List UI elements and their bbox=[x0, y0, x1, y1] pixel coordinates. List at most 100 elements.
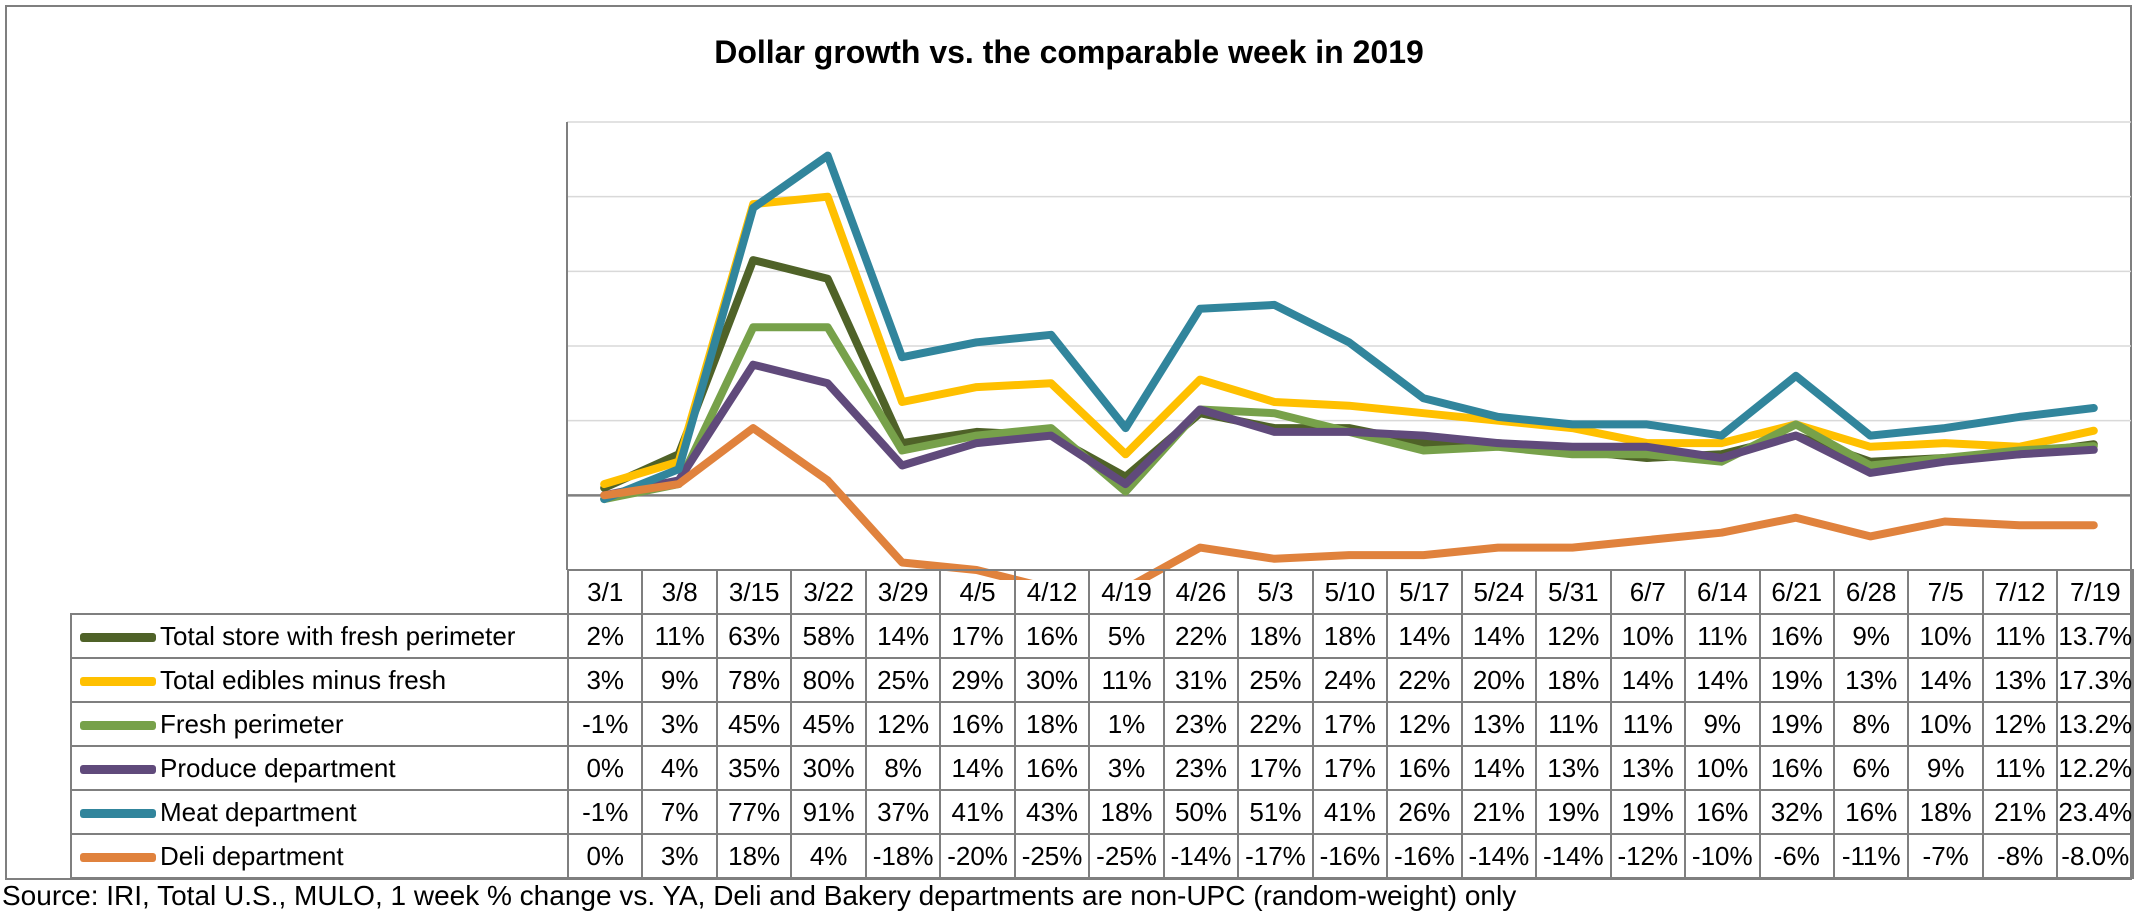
data-label: 18% bbox=[1535, 657, 1612, 703]
data-label: -17% bbox=[1237, 833, 1314, 879]
data-label: 29% bbox=[939, 657, 1016, 703]
data-label: 17.3% bbox=[2056, 657, 2135, 703]
data-label: 4% bbox=[790, 833, 867, 879]
data-label: 51% bbox=[1237, 789, 1314, 835]
series-name: Fresh perimeter bbox=[160, 708, 344, 739]
data-label: 16% bbox=[1832, 789, 1910, 835]
data-label: 20% bbox=[1460, 657, 1538, 703]
data-label: -14% bbox=[1162, 833, 1240, 879]
data-label: 19% bbox=[1535, 789, 1612, 835]
legend-swatch bbox=[80, 809, 156, 819]
table-row: Deli department 0% 3% 18% 4% -18% -20% -25% -25%… bbox=[70, 833, 2135, 879]
data-label: 14% bbox=[1609, 657, 1687, 703]
data-label: 14% bbox=[1386, 613, 1463, 659]
data-label: -1% bbox=[566, 789, 644, 835]
data-label: 43% bbox=[1013, 789, 1091, 835]
data-label: -8.0% bbox=[2056, 833, 2135, 879]
legend-entry: Total store with fresh perimeter bbox=[70, 613, 569, 659]
data-label: 12% bbox=[864, 701, 942, 747]
table-row: Meat department -1% 7% 77% 91% 37% 41% 43% 18% 50… bbox=[70, 789, 2135, 835]
data-label: 18% bbox=[715, 833, 793, 879]
data-label: 91% bbox=[790, 789, 867, 835]
data-label: 22% bbox=[1237, 701, 1314, 747]
x-tick-label: 3/8 bbox=[641, 569, 718, 615]
legend-swatch bbox=[80, 853, 156, 863]
data-label: 11% bbox=[1981, 745, 2059, 791]
data-label: 17% bbox=[1311, 745, 1389, 791]
data-label: 13% bbox=[1535, 745, 1612, 791]
data-label: -20% bbox=[939, 833, 1016, 879]
data-label: 11% bbox=[641, 613, 718, 659]
series-line-0 bbox=[600, 256, 2098, 492]
data-label: 26% bbox=[1386, 789, 1463, 835]
x-tick-label: 6/28 bbox=[1832, 569, 1910, 615]
legend-entry: Fresh perimeter bbox=[70, 701, 569, 747]
series-line-1 bbox=[600, 192, 2098, 489]
data-label: 2% bbox=[566, 613, 644, 659]
data-label: -18% bbox=[864, 833, 942, 879]
data-label: 13.7% bbox=[2056, 613, 2135, 659]
table-row: Fresh perimeter -1% 3% 45% 45% 12% 16% 18% 1% 23%… bbox=[70, 701, 2135, 747]
data-label: 3% bbox=[1088, 745, 1165, 791]
legend-swatch bbox=[80, 765, 156, 775]
series-lines bbox=[600, 151, 2098, 580]
data-label: 23.4% bbox=[2056, 789, 2135, 835]
data-label: 1% bbox=[1088, 701, 1165, 747]
data-label: 14% bbox=[864, 613, 942, 659]
data-label: 22% bbox=[1162, 613, 1240, 659]
data-label: 23% bbox=[1162, 701, 1240, 747]
data-label: 18% bbox=[1311, 613, 1389, 659]
data-label: 7% bbox=[641, 789, 718, 835]
data-label: -7% bbox=[1907, 833, 1984, 879]
table-header-row: 3/1 3/8 3/15 3/22 3/29 4/5 4/12 4/19 4/26 5/3 5/10… bbox=[71, 569, 2135, 615]
data-label: -12% bbox=[1609, 833, 1687, 879]
data-label: 80% bbox=[790, 657, 867, 703]
data-label: 16% bbox=[1758, 745, 1835, 791]
chart-title: Dollar growth vs. the comparable week in… bbox=[714, 34, 1424, 70]
data-label: 14% bbox=[1460, 745, 1538, 791]
data-label: -16% bbox=[1311, 833, 1389, 879]
data-label: -14% bbox=[1460, 833, 1538, 879]
data-label: 11% bbox=[1609, 701, 1687, 747]
x-tick-label: 4/26 bbox=[1162, 569, 1240, 615]
data-label: 13% bbox=[1832, 657, 1910, 703]
chart-frame bbox=[5, 5, 2132, 880]
series-name: Total store with fresh perimeter bbox=[160, 620, 516, 651]
data-label: 11% bbox=[1535, 701, 1612, 747]
x-tick-label: 5/3 bbox=[1237, 569, 1314, 615]
data-label: 78% bbox=[715, 657, 793, 703]
data-label: 63% bbox=[715, 613, 793, 659]
data-label: 9% bbox=[1684, 701, 1761, 747]
data-label: 23% bbox=[1162, 745, 1240, 791]
legend-entry: Deli department bbox=[70, 833, 569, 879]
data-label: -6% bbox=[1758, 833, 1835, 879]
data-label: 21% bbox=[1460, 789, 1538, 835]
legend-swatch bbox=[80, 721, 156, 731]
data-label: 9% bbox=[1907, 745, 1984, 791]
data-label: 14% bbox=[939, 745, 1016, 791]
data-label: -25% bbox=[1013, 833, 1091, 879]
data-label: 18% bbox=[1237, 613, 1314, 659]
data-label: 12% bbox=[1981, 701, 2059, 747]
x-tick-label: 3/1 bbox=[566, 569, 644, 615]
table-row: Total edibles minus fresh 3% 9% 78% 80% 25% 29… bbox=[70, 657, 2135, 703]
legend-swatch bbox=[80, 633, 156, 643]
x-tick-label: 4/12 bbox=[1013, 569, 1091, 615]
data-label: 9% bbox=[641, 657, 718, 703]
x-tick-label: 4/19 bbox=[1088, 569, 1165, 615]
data-label: 8% bbox=[864, 745, 942, 791]
table-row: Total store with fresh perimeter 2% 11% 63%… bbox=[70, 613, 2135, 659]
data-label: 41% bbox=[1311, 789, 1389, 835]
data-label: 3% bbox=[641, 833, 718, 879]
data-label: 37% bbox=[864, 789, 942, 835]
data-label: 16% bbox=[1684, 789, 1761, 835]
data-label: 16% bbox=[1013, 745, 1091, 791]
data-label: 11% bbox=[1088, 657, 1165, 703]
data-label: 19% bbox=[1758, 701, 1835, 747]
data-label: 5% bbox=[1088, 613, 1165, 659]
data-label: 14% bbox=[1460, 613, 1538, 659]
data-label: 35% bbox=[715, 745, 793, 791]
data-label: 58% bbox=[790, 613, 867, 659]
data-label: 3% bbox=[641, 701, 718, 747]
data-label: 9% bbox=[1832, 613, 1910, 659]
